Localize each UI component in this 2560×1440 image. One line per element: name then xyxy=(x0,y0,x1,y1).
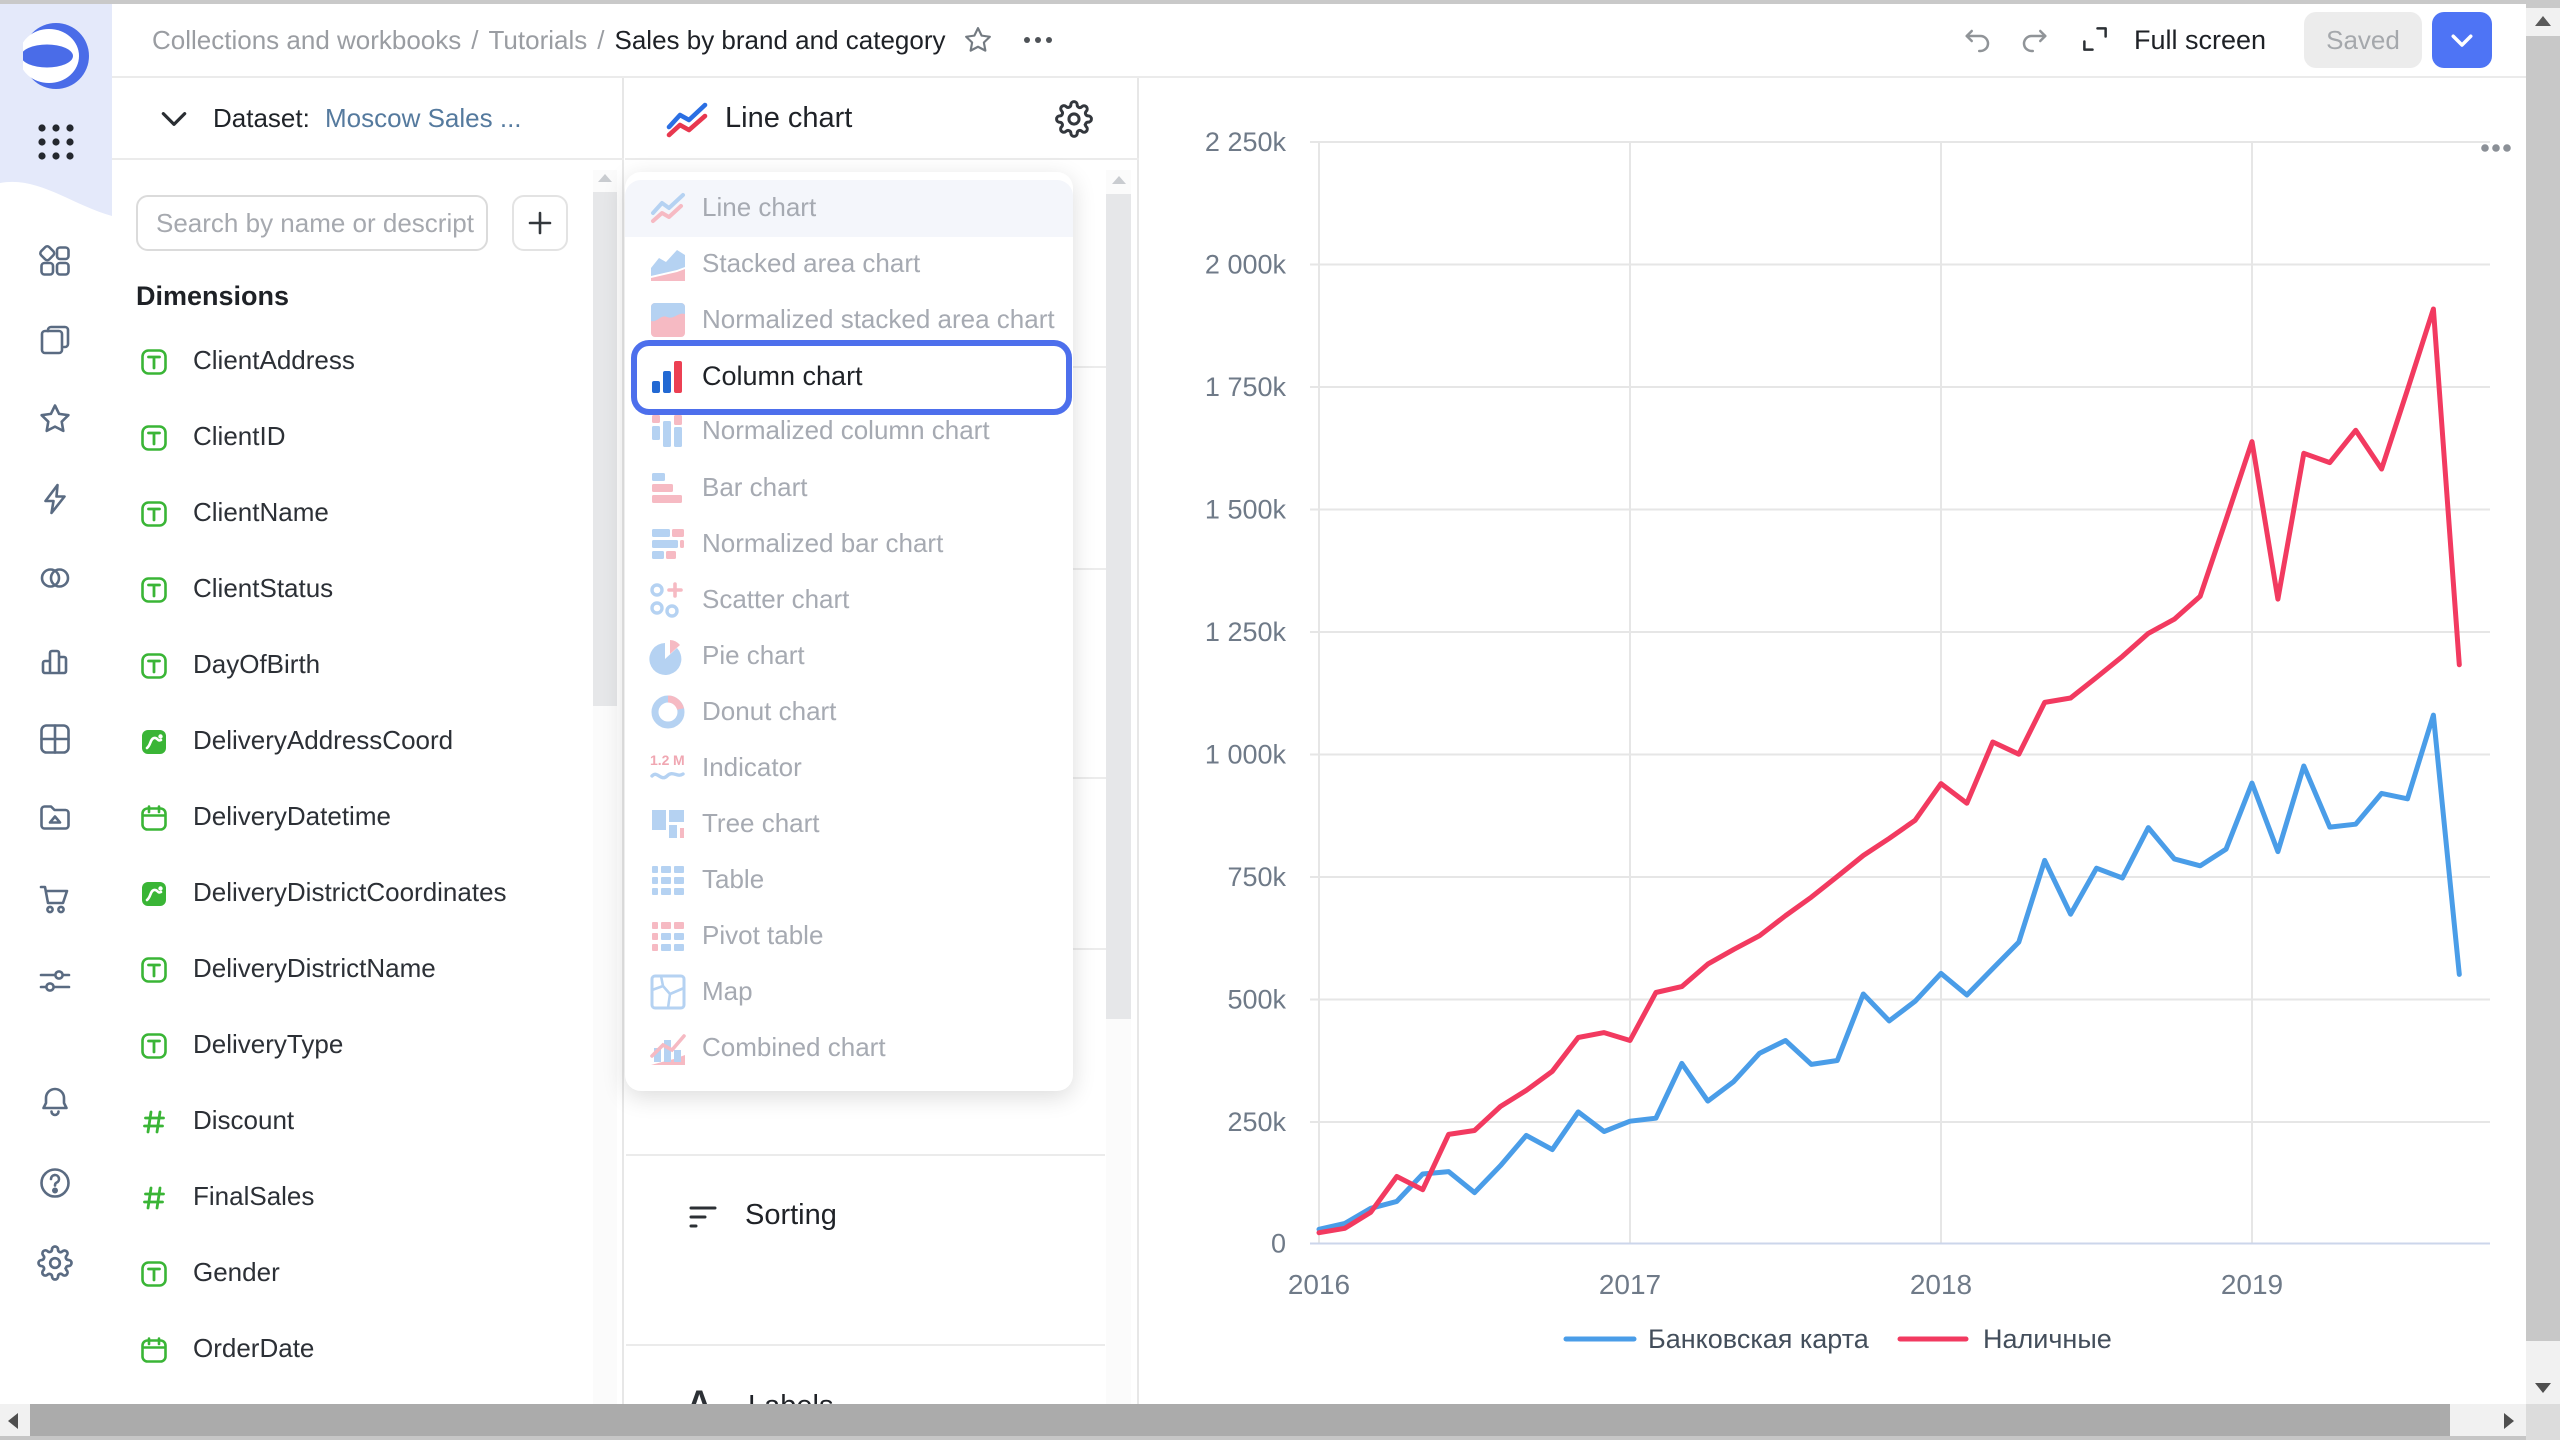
svg-text:1 500k: 1 500k xyxy=(1205,495,1287,525)
svg-text:250k: 250k xyxy=(1227,1107,1286,1137)
svg-text:1 250k: 1 250k xyxy=(1205,617,1287,647)
svg-text:1.2: 1.2 xyxy=(650,752,670,768)
svg-text:Банковская карта: Банковская карта xyxy=(1648,1324,1870,1354)
svg-text:2016: 2016 xyxy=(1288,1269,1350,1300)
svg-text:500k: 500k xyxy=(1227,985,1286,1015)
svg-text:2017: 2017 xyxy=(1599,1269,1661,1300)
svg-text:2 000k: 2 000k xyxy=(1205,250,1287,280)
svg-text:M: M xyxy=(673,752,685,768)
svg-text:750k: 750k xyxy=(1227,862,1286,892)
svg-text:2 250k: 2 250k xyxy=(1205,127,1287,157)
svg-text:0: 0 xyxy=(1271,1229,1286,1259)
svg-text:Наличные: Наличные xyxy=(1983,1324,2112,1354)
svg-text:2018: 2018 xyxy=(1910,1269,1972,1300)
svg-text:2019: 2019 xyxy=(2221,1269,2283,1300)
svg-text:1 750k: 1 750k xyxy=(1205,372,1287,402)
svg-text:1 000k: 1 000k xyxy=(1205,740,1287,770)
